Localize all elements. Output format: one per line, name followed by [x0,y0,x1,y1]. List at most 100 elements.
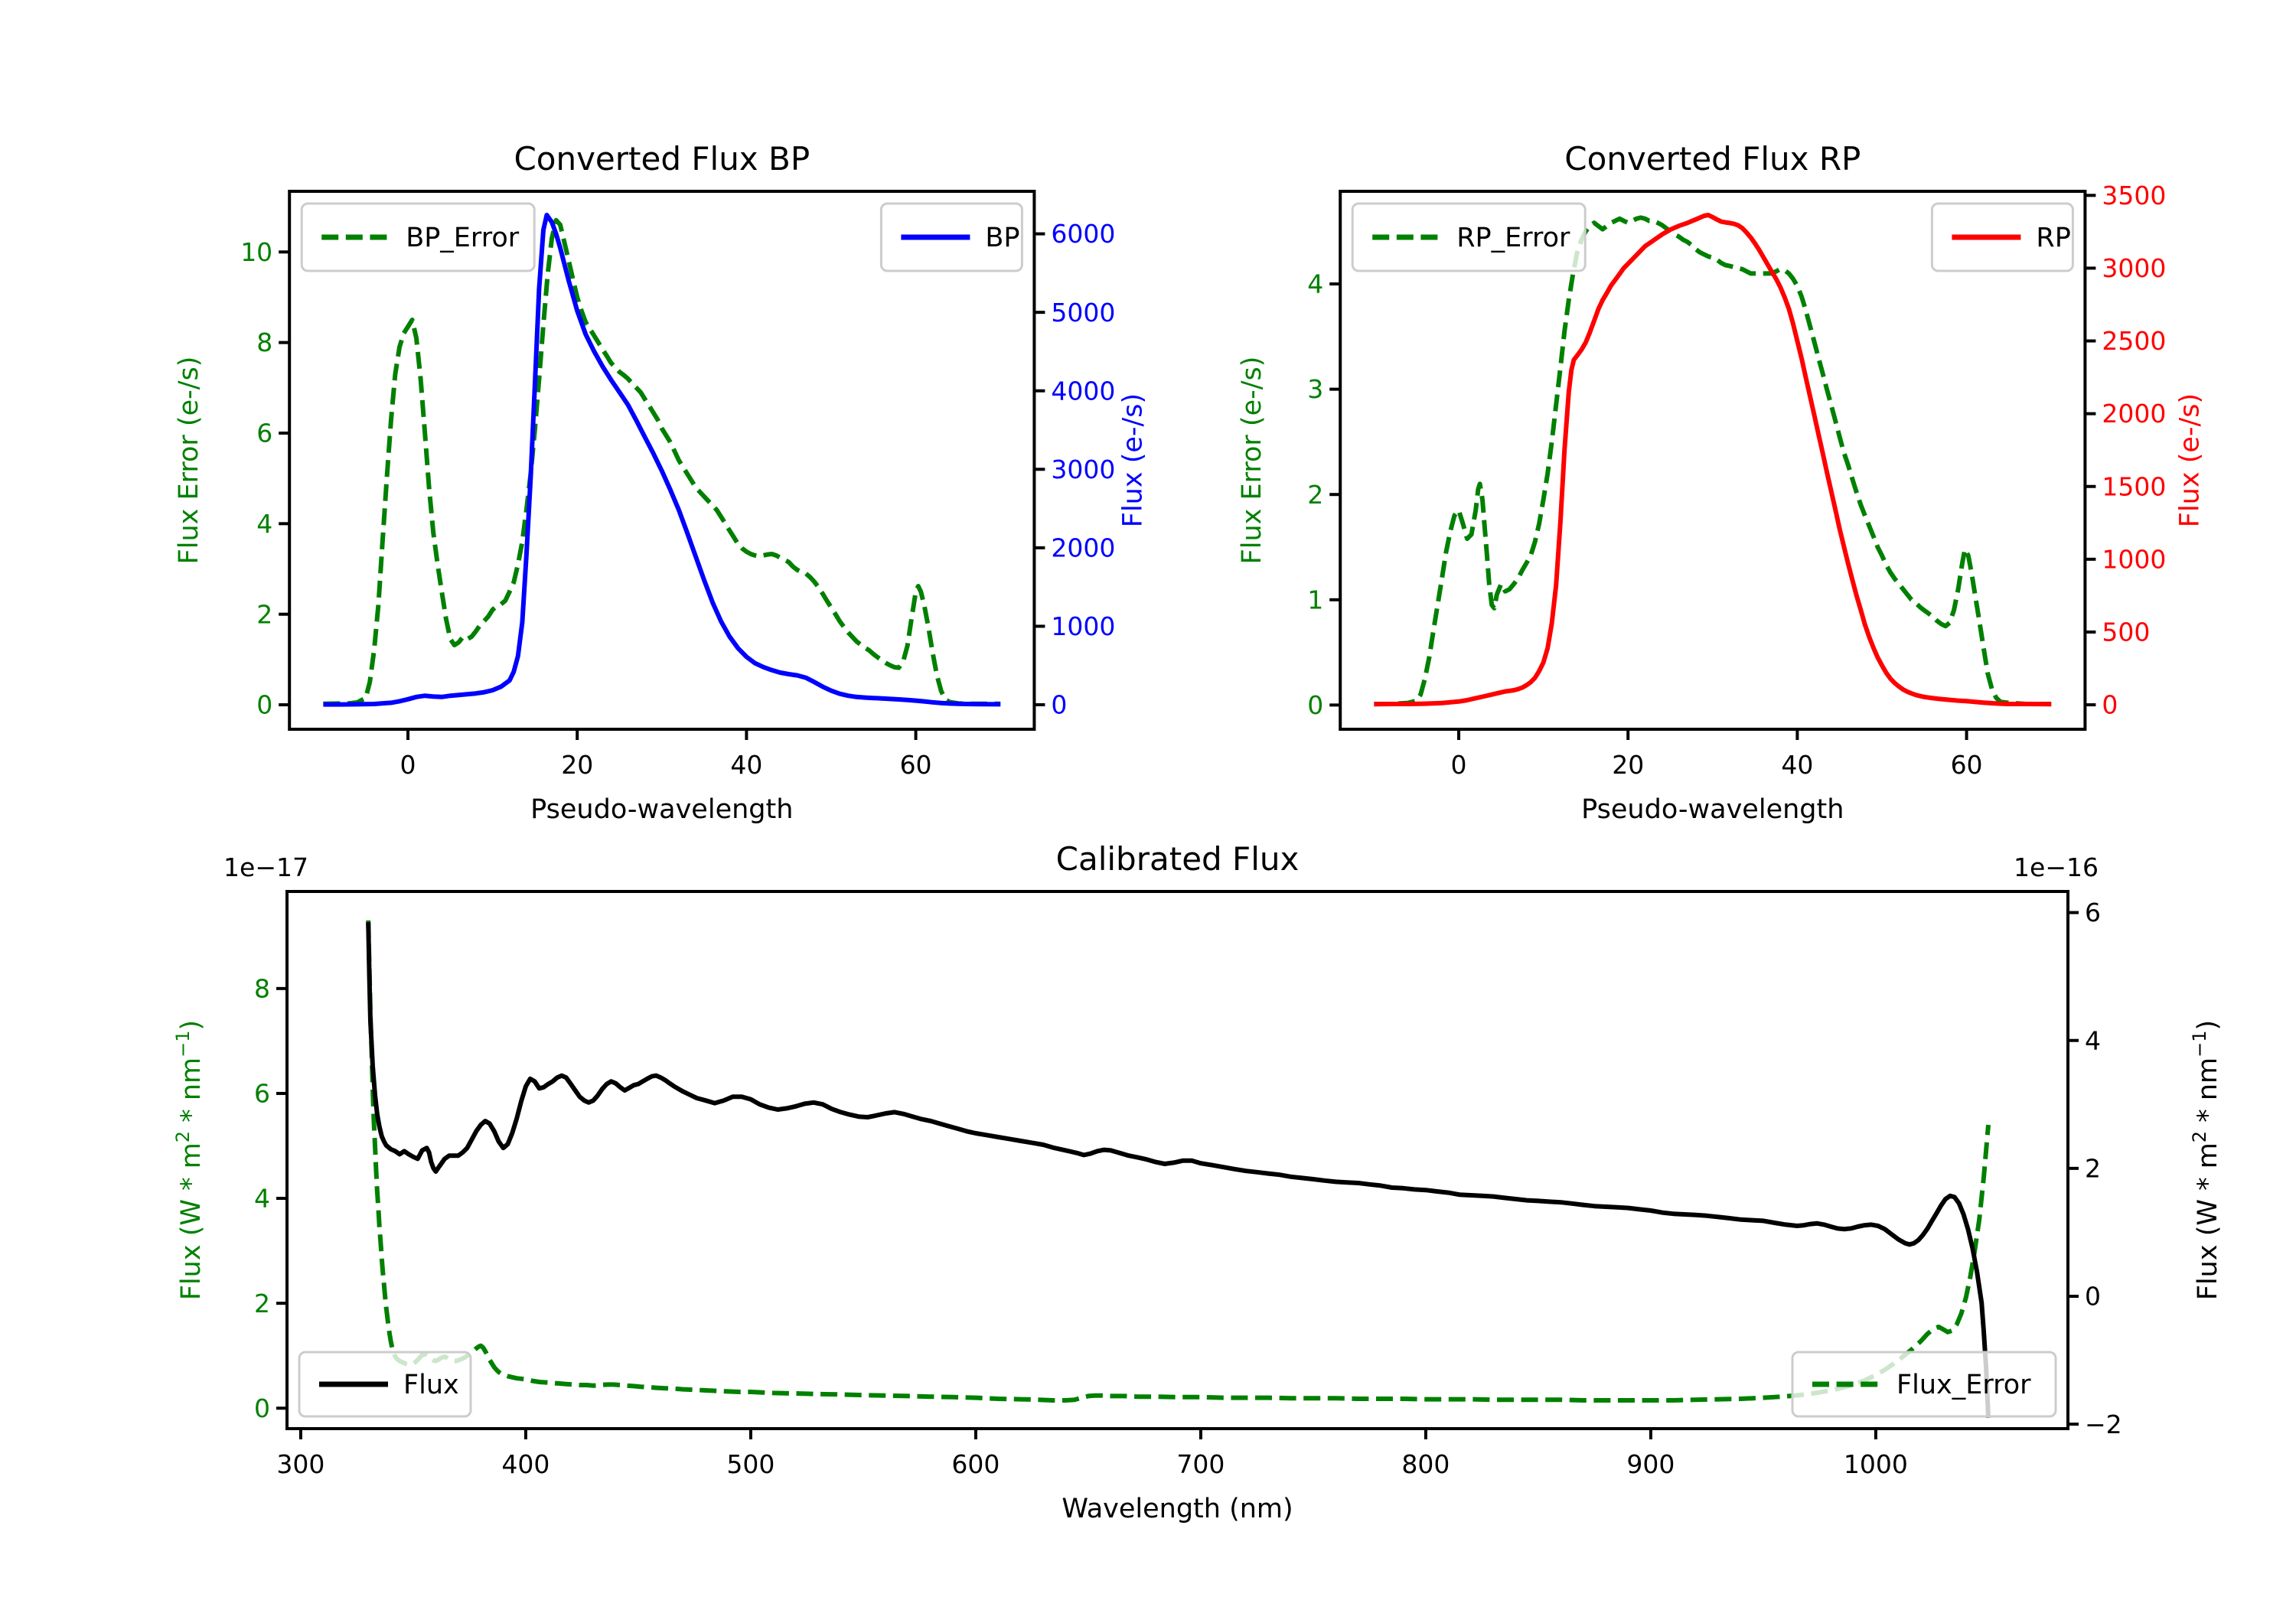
legend-label: BP [985,223,1019,253]
legend-flux: Flux [298,1351,472,1418]
legend-box [1351,202,1587,272]
y-left-axis-label: Flux Error (e-/s) [174,357,204,565]
legend-bp: BP [879,202,1023,272]
chart-cal: 300 400 500 600 700 800 900 1000 0 2 4 6 8 −2 0 2 4 6 Cali… [172,840,2223,1524]
axis-label-part: Flux Error (e-/s) [1237,357,1267,565]
legend-label: RP_Error [1456,223,1570,253]
legend-label: Flux [403,1370,459,1400]
axis-label-part: 2 [172,1131,194,1142]
legend-label: Flux_Error [1896,1370,2031,1400]
y-right-tick-label: 500 [2102,618,2150,647]
y-right-tick-label: 3500 [2102,181,2166,210]
y-right-tick-label: 0 [2102,690,2118,720]
y-left-tick-label: 2 [256,599,272,629]
axis-label-part: ) [176,1020,207,1031]
series-line-rp [1374,213,2052,707]
x-tick-label: 0 [1451,750,1467,780]
y-left-tick-label: 6 [256,419,272,448]
series-line-bp [323,213,1001,707]
y-right-tick-label: 2000 [1051,533,1115,562]
y-left-tick-label: 2 [1307,480,1323,510]
x-tick-label: 600 [951,1449,1000,1479]
x-axis-label: Wavelength (nm) [1062,1494,1293,1524]
y-left-tick-label: 0 [256,690,272,720]
y-right-tick-label: −2 [2085,1410,2122,1439]
y-left-tick-label: 1 [1307,585,1323,614]
plot-spines [285,890,2069,1430]
series-group [1374,213,2052,707]
x-tick-label: 700 [1176,1449,1225,1479]
axis-label-part: ) [2193,1020,2223,1031]
axis-label-part: Flux (W * m [2193,1142,2223,1300]
legend-box [1791,1351,2057,1418]
y-right-tick-label: 2 [2085,1153,2101,1183]
legend-bp_error: BP_Error [300,202,536,272]
x-tick-label: 40 [1781,750,1813,780]
y-right-tick-label: 6 [2085,898,2101,927]
y-left-tick-label: 8 [256,328,272,357]
x-tick-label: 800 [1401,1449,1450,1479]
y-left-tick-label: 2 [254,1289,270,1318]
y-left-tick-label: 3 [1307,374,1323,404]
y-right-axis-label: Flux (e-/s) [1117,393,1148,527]
y-left-tick-label: 8 [254,973,270,1003]
series-line-flux [366,922,1991,1418]
plot-spines [288,190,1036,731]
x-tick-label: 0 [400,750,416,780]
legend-label: RP [2036,223,2070,253]
y-right-tick-label: 1000 [2102,544,2166,574]
y-left-offset-text: 1e−17 [223,852,308,882]
y-right-axis-label: Flux (e-/s) [2174,393,2205,527]
y-right-tick-label: 3000 [2102,253,2166,283]
x-tick-label: 40 [730,750,762,780]
x-tick-label: 60 [900,750,932,780]
chart-title: Converted Flux RP [1564,140,1861,178]
y-left-axis-label: Flux Error (e-/s) [1237,357,1267,565]
y-right-tick-label: 0 [1051,690,1067,720]
y-right-tick-label: 5000 [1051,298,1115,328]
y-right-tick-label: 1000 [1051,611,1115,641]
x-axis-label: Pseudo-wavelength [1581,794,1844,825]
axis-label-part: Flux (e-/s) [1117,393,1148,527]
y-right-tick-label: 2000 [2102,399,2166,429]
y-right-tick-label: 6000 [1051,219,1115,249]
legend-label: BP_Error [406,223,520,253]
chart-bp: 0 20 40 60 0 2 4 6 8 10 0 1000 2000 3000 4000 5000 6000 C… [174,140,1148,825]
y-left-tick-label: 10 [240,237,272,267]
y-left-tick-label: 6 [254,1079,270,1109]
y-left-tick-label: 4 [254,1184,270,1214]
legend-rp: RP [1930,202,2074,272]
axis-label-part: Flux Error (e-/s) [174,357,204,565]
x-tick-label: 300 [276,1449,325,1479]
x-tick-label: 400 [501,1449,550,1479]
axis-label-part: Flux (e-/s) [2174,393,2205,527]
x-axis-label: Pseudo-wavelength [530,794,793,825]
legend-box [300,202,536,272]
y-left-tick-label: 4 [1307,269,1323,299]
y-right-axis-label: Flux (W * m2 * nm−1) [2189,1020,2223,1300]
axis-label-part: 2 [2189,1131,2210,1142]
y-left-tick-label: 0 [1307,690,1323,720]
legend-rp_error: RP_Error [1351,202,1587,272]
series-line-rp_error [1374,215,2052,706]
y-right-tick-label: 0 [2085,1282,2101,1312]
y-right-tick-label: 3000 [1051,455,1115,484]
axis-label-part: −1 [172,1030,194,1057]
axis-label-part: −1 [2189,1030,2210,1057]
series-group [366,920,1991,1418]
y-left-axis-label: Flux (W * m2 * nm−1) [172,1020,207,1300]
axis-label-part: Flux (W * m [176,1142,207,1300]
chart-title: Calibrated Flux [1056,840,1300,878]
series-line-bp_error [323,217,1001,706]
y-left-tick-label: 4 [256,509,272,539]
x-tick-label: 1000 [1844,1449,1908,1479]
plot-spines [1339,190,2087,731]
series-group [323,213,1001,707]
x-tick-label: 20 [561,750,593,780]
y-right-offset-text: 1e−16 [2014,852,2099,882]
chart-title: Converted Flux BP [514,140,810,178]
y-right-tick-label: 2500 [2102,326,2166,356]
x-tick-label: 20 [1612,750,1644,780]
